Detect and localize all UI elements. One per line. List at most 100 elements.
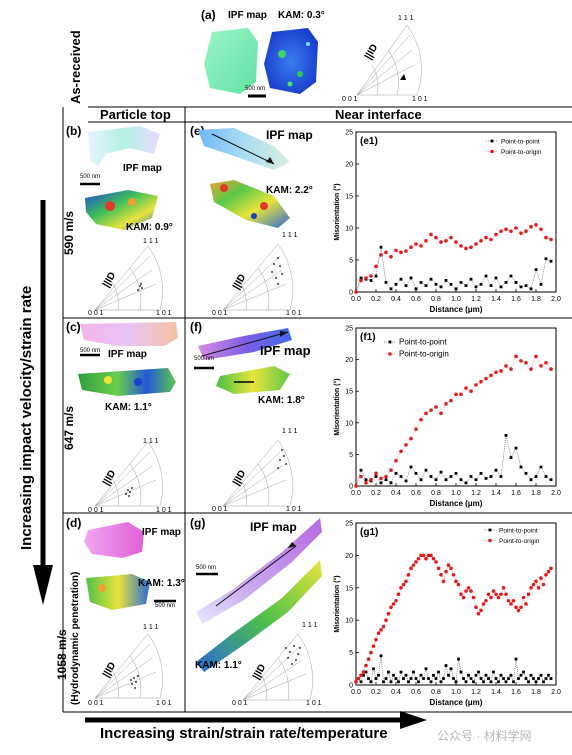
data-point bbox=[424, 411, 428, 416]
data-point bbox=[479, 379, 483, 384]
data-point bbox=[437, 670, 440, 674]
data-point bbox=[379, 654, 383, 658]
x-tick-label: 0.0 bbox=[351, 689, 361, 696]
data-point bbox=[504, 227, 508, 232]
panel-a-tag: (a) bbox=[201, 8, 216, 22]
data-point bbox=[429, 475, 433, 478]
data-point bbox=[399, 277, 403, 281]
data-point bbox=[454, 287, 458, 291]
data-point bbox=[471, 595, 476, 600]
data-point bbox=[411, 563, 416, 567]
data-point bbox=[529, 673, 533, 677]
data-point bbox=[359, 474, 363, 479]
right-arrow bbox=[85, 711, 427, 729]
data-point bbox=[469, 245, 473, 249]
panel-a-pole-figure: ||ID bbox=[356, 24, 422, 96]
data-point bbox=[491, 589, 496, 593]
data-point bbox=[454, 471, 458, 475]
x-tick-label: 1.2 bbox=[471, 490, 481, 497]
data-point bbox=[534, 354, 538, 359]
data-point bbox=[424, 284, 428, 287]
legend-label: Point-to-point bbox=[501, 138, 540, 145]
data-point bbox=[409, 677, 413, 680]
data-point bbox=[464, 284, 468, 287]
data-point bbox=[369, 477, 373, 482]
data-point bbox=[519, 673, 523, 677]
x-tick-label: 1.6 bbox=[511, 296, 521, 303]
data-point bbox=[452, 677, 455, 680]
data-point bbox=[459, 392, 463, 397]
data-point bbox=[527, 680, 530, 684]
data-point bbox=[419, 244, 423, 248]
panel-g-scale: 500 nm bbox=[196, 565, 217, 571]
data-point bbox=[536, 586, 541, 590]
data-point bbox=[444, 664, 448, 667]
data-point bbox=[504, 592, 508, 597]
y-tick-label: 15 bbox=[345, 389, 353, 396]
data-point bbox=[394, 598, 398, 603]
data-point bbox=[474, 285, 478, 289]
data-point bbox=[359, 278, 363, 283]
data-point bbox=[499, 673, 503, 677]
data-point bbox=[466, 586, 471, 590]
x-tick-label: 0.6 bbox=[411, 689, 421, 696]
legend-label: Point-to-point bbox=[399, 337, 447, 346]
data-point bbox=[439, 470, 443, 474]
y-tick-label: 5 bbox=[349, 650, 353, 657]
x-tick-label: 1.4 bbox=[491, 296, 501, 303]
panel-e-111: 1 1 1 bbox=[282, 232, 298, 239]
data-point bbox=[431, 556, 436, 561]
watermark: 公众号 · 材料学网 bbox=[437, 729, 532, 743]
x-tick-label: 1.8 bbox=[531, 490, 541, 497]
data-point bbox=[509, 367, 513, 371]
panel-g-001: 0 0 1 bbox=[232, 700, 248, 707]
data-point bbox=[359, 468, 363, 472]
y-tick-label: 25 bbox=[345, 521, 353, 528]
data-point bbox=[459, 281, 463, 284]
data-point bbox=[429, 680, 433, 684]
data-point bbox=[364, 481, 368, 485]
data-point bbox=[427, 677, 430, 680]
data-point bbox=[489, 237, 493, 242]
panel-f-pole-figure: ||ID bbox=[222, 439, 293, 507]
data-point bbox=[369, 680, 373, 684]
data-point bbox=[522, 670, 525, 674]
legend-label: Point-to-origin bbox=[501, 149, 542, 156]
plot-frame bbox=[355, 131, 557, 293]
data-point bbox=[429, 553, 433, 558]
data-point bbox=[414, 427, 418, 431]
data-point bbox=[384, 478, 388, 482]
chart-tag: (e1) bbox=[360, 136, 378, 147]
data-point bbox=[399, 250, 403, 255]
data-point bbox=[526, 592, 531, 597]
data-point bbox=[534, 475, 538, 478]
legend-marker bbox=[488, 538, 492, 543]
data-point bbox=[499, 285, 503, 289]
data-point bbox=[384, 250, 388, 255]
x-tick-label: 0.8 bbox=[431, 296, 441, 303]
data-point bbox=[414, 287, 418, 291]
row-647-label: 647 m/s bbox=[62, 405, 76, 450]
x-tick-label: 0.8 bbox=[431, 689, 441, 696]
data-point bbox=[479, 677, 483, 680]
chart-g1: 0.0 0.2 0.4 0.6 0.8 1.0 1.2 1.4 1.6 1.8 2.0 0 5 10 15 2… bbox=[333, 521, 561, 708]
x-tick-label: 0.6 bbox=[411, 296, 421, 303]
panel-g-tag: (g) bbox=[190, 516, 206, 530]
data-point bbox=[499, 369, 503, 373]
data-point bbox=[422, 677, 425, 680]
data-point bbox=[356, 676, 361, 681]
data-point bbox=[449, 667, 453, 671]
data-point bbox=[509, 673, 513, 677]
panel-a-101: 1 0 1 bbox=[412, 96, 428, 103]
data-point bbox=[474, 605, 478, 610]
data-point bbox=[446, 563, 451, 567]
data-point bbox=[404, 579, 408, 584]
data-point bbox=[497, 680, 500, 684]
data-point bbox=[382, 680, 385, 684]
x-tick-label: 1.4 bbox=[491, 689, 501, 696]
panel-f-kam: KAM: 1.8° bbox=[258, 395, 305, 406]
data-point bbox=[391, 602, 396, 606]
data-point bbox=[449, 475, 453, 478]
data-point bbox=[424, 667, 428, 671]
x-axis-label: Distance (μm) bbox=[430, 305, 483, 314]
